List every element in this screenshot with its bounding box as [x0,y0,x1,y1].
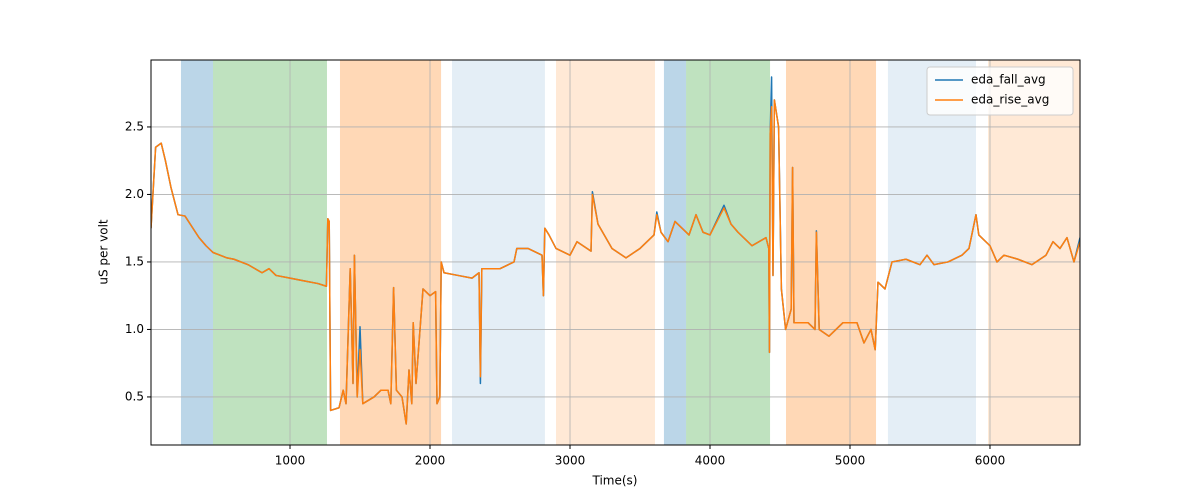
x-tick-label: 1000 [275,454,306,468]
x-tick-label: 2000 [415,454,446,468]
plot-frame [150,59,1081,446]
shaded-span [663,60,687,445]
y-tick-label: 1.5 [125,254,144,268]
y-tick-label: 2.0 [125,187,144,201]
x-tick-label: 3000 [555,454,586,468]
series-line [151,99,1080,425]
legend-box [926,66,1074,116]
shaded-span [213,60,327,445]
x-axis-label: Time(s) [592,474,638,488]
legend: eda_fall_avg eda_rise_avg [926,66,1074,116]
shaded-span [556,60,655,445]
shaded-span [686,60,771,445]
spans [180,60,1080,445]
x-tick-label: 5000 [835,454,866,468]
shaded-span [451,60,545,445]
ticks: 1000 2000 3000 4000 5000 6000 0.5 1.0 1.5 2.0 2.5 [125,119,1005,467]
legend-label: eda_fall_avg [971,73,1046,87]
y-tick-label: 2.5 [125,119,144,133]
legend-label: eda_rise_avg [971,93,1049,107]
shaded-span [786,60,877,445]
grid [151,60,1080,445]
shaded-span [180,60,214,445]
y-tick-label: 1.0 [125,322,144,336]
x-tick-label: 6000 [975,454,1006,468]
y-tick-label: 0.5 [125,389,144,403]
shaded-span [988,60,1080,445]
y-axis-label: uS per volt [97,219,111,285]
x-tick-label: 4000 [695,454,726,468]
shaded-span [887,60,976,445]
lines [151,76,1080,425]
